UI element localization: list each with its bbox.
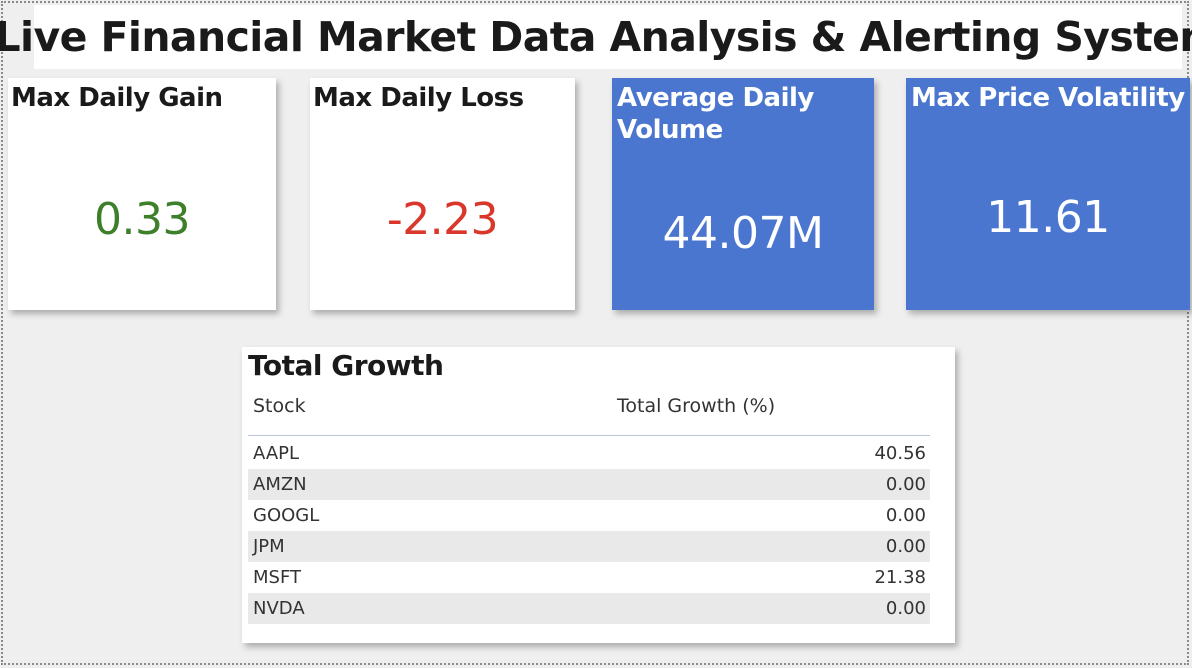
cell-stock: AMZN: [253, 474, 307, 495]
cell-growth: 40.56: [874, 443, 926, 464]
card-max-daily-loss[interactable]: Max Daily Loss -2.23: [310, 78, 575, 310]
title-banner: Live Financial Market Data Analysis & Al…: [0, 5, 1192, 69]
card-label: Max Price Volatility: [911, 83, 1185, 113]
card-label: Max Daily Loss: [313, 83, 524, 113]
card-value: 44.07M: [662, 208, 824, 259]
cell-stock: JPM: [253, 536, 285, 557]
header-divider: [248, 435, 930, 436]
table-row[interactable]: AAPL 40.56: [248, 438, 930, 469]
card-value: 0.33: [94, 194, 190, 245]
cell-growth: 0.00: [885, 474, 926, 495]
card-label: Max Daily Gain: [11, 83, 223, 113]
column-header-total-growth[interactable]: Total Growth (%): [617, 395, 776, 417]
cell-stock: GOOGL: [253, 505, 320, 526]
column-header-stock[interactable]: Stock: [253, 395, 306, 417]
table-row[interactable]: MSFT 21.38: [248, 562, 930, 593]
table-title: Total Growth: [248, 349, 444, 382]
cell-growth: 0.00: [885, 598, 926, 619]
table-row[interactable]: GOOGL 0.00: [248, 500, 930, 531]
card-value: -2.23: [386, 194, 499, 245]
card-max-price-volatility[interactable]: Max Price Volatility 11.61: [906, 78, 1190, 310]
total-growth-table-visual[interactable]: Total Growth Stock Total Growth (%) AAPL…: [242, 347, 955, 643]
table-row[interactable]: NVDA 0.00: [248, 593, 930, 624]
table-row[interactable]: AMZN 0.00: [248, 469, 930, 500]
card-average-daily-volume[interactable]: Average Daily Volume 44.07M: [612, 78, 874, 310]
cell-growth: 0.00: [885, 536, 926, 557]
cell-stock: AAPL: [253, 443, 300, 464]
card-label: Average Daily Volume: [617, 83, 814, 145]
table-row[interactable]: JPM 0.00: [248, 531, 930, 562]
cell-stock: MSFT: [253, 567, 301, 588]
page-title: Live Financial Market Data Analysis & Al…: [0, 13, 1192, 61]
cell-stock: NVDA: [253, 598, 305, 619]
card-max-daily-gain[interactable]: Max Daily Gain 0.33: [8, 78, 276, 310]
card-value: 11.61: [986, 192, 1110, 243]
table-body: AAPL 40.56 AMZN 0.00 GOOGL 0.00 JPM 0.00…: [248, 438, 930, 624]
cell-growth: 21.38: [874, 567, 926, 588]
cell-growth: 0.00: [885, 505, 926, 526]
